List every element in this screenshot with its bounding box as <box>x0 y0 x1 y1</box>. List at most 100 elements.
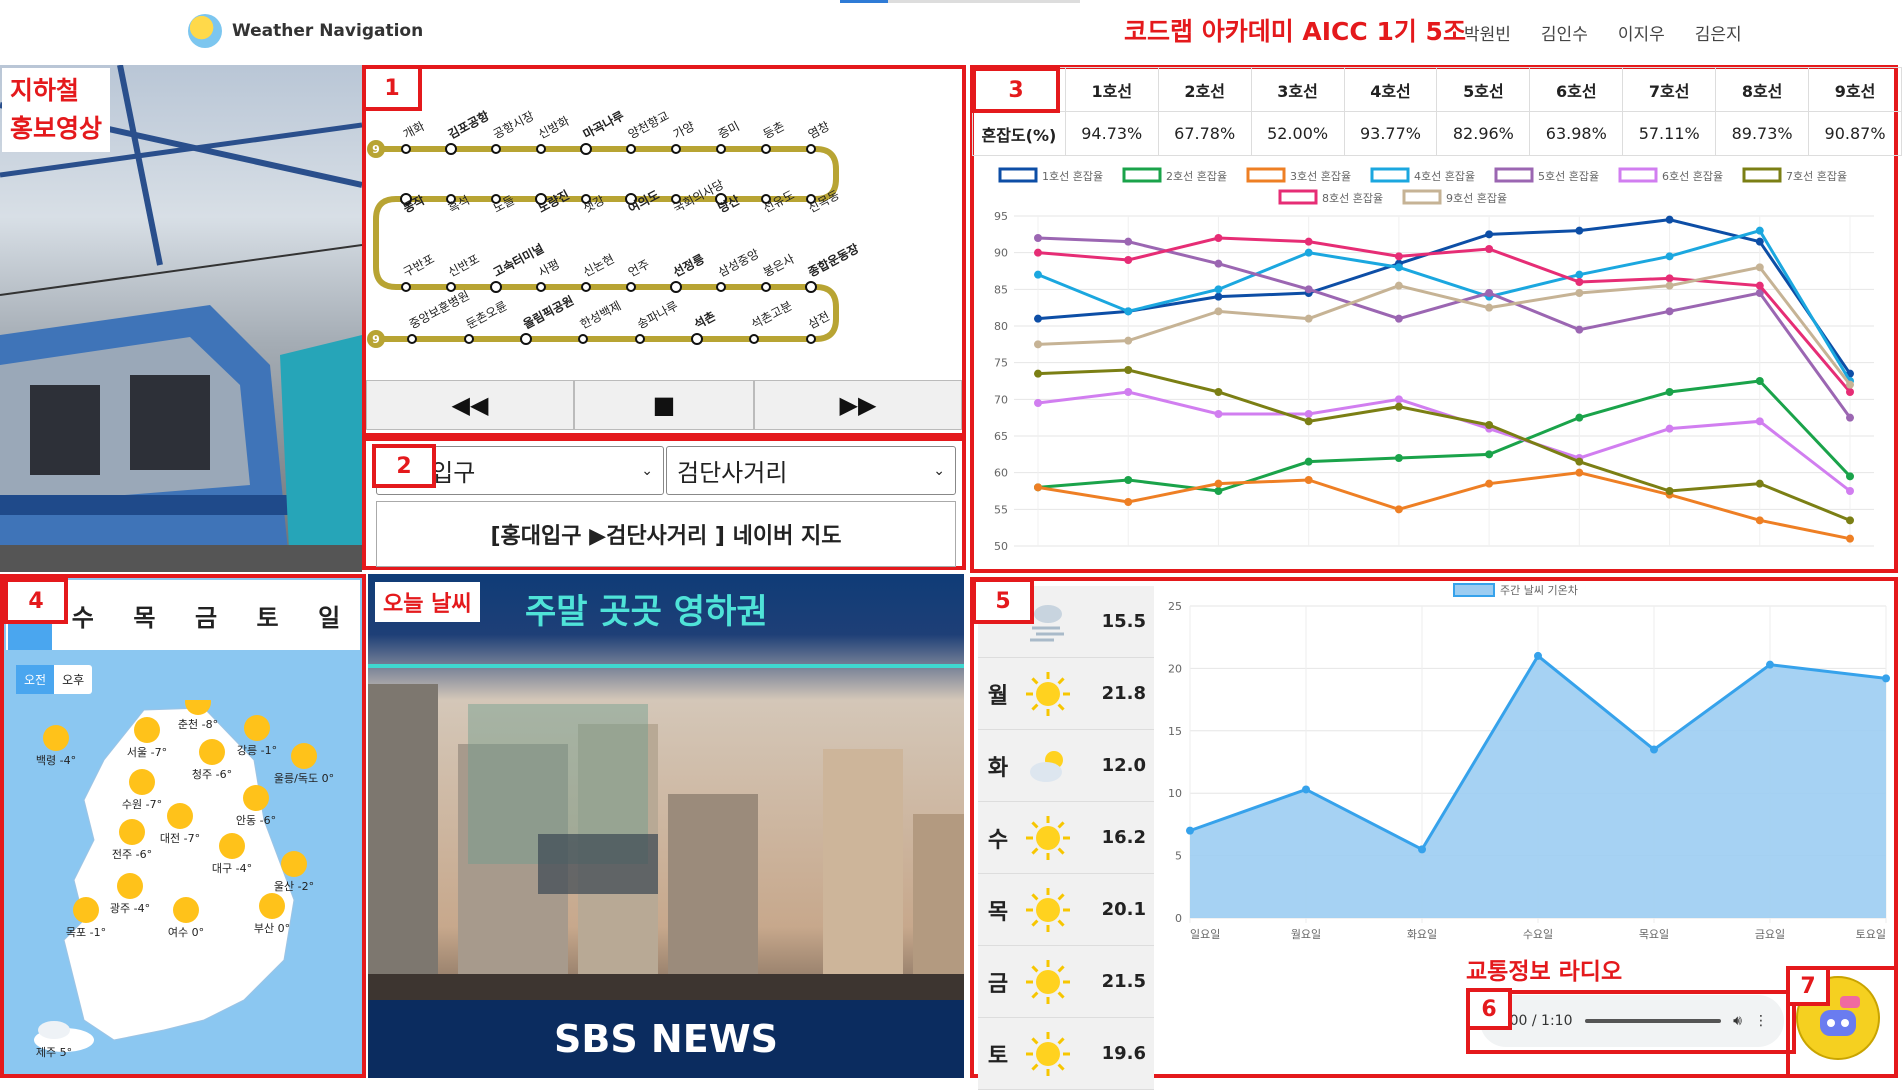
station-label[interactable]: 올림픽공원 <box>520 292 576 331</box>
station-marker[interactable] <box>761 144 771 154</box>
data-point[interactable] <box>1186 826 1194 835</box>
data-point[interactable] <box>1394 314 1403 323</box>
station-marker[interactable] <box>490 281 502 293</box>
data-point[interactable] <box>1214 234 1223 242</box>
data-point[interactable] <box>1575 278 1584 286</box>
station-marker[interactable] <box>581 282 591 292</box>
station-label[interactable]: 신목동 <box>806 188 842 216</box>
data-point[interactable] <box>1665 281 1674 290</box>
city-temp-label[interactable]: 대구 -4° <box>212 862 252 875</box>
station-marker[interactable] <box>401 282 411 292</box>
station-label[interactable]: 고속터미널 <box>490 240 546 279</box>
station-label[interactable]: 중앙보훈병원 <box>407 288 472 331</box>
station-label[interactable]: 언주 <box>626 257 652 280</box>
data-point[interactable] <box>1394 454 1403 462</box>
station-marker[interactable] <box>749 334 759 344</box>
day-tab[interactable]: 수 <box>71 603 94 632</box>
data-point[interactable] <box>1485 450 1494 459</box>
station-marker[interactable] <box>446 194 456 204</box>
data-point[interactable] <box>1124 307 1133 316</box>
station-label[interactable]: 종합운동장 <box>805 240 861 279</box>
legend-label[interactable]: 2호선 혼잡율 <box>1166 170 1227 183</box>
naver-map-button[interactable]: [홍대입구 ▶검단사거리 ] 네이버 지도 <box>376 501 956 567</box>
legend-label[interactable]: 6호선 혼잡율 <box>1662 170 1723 183</box>
station-marker[interactable] <box>625 193 637 205</box>
city-temp-label[interactable]: 부산 0° <box>254 922 290 935</box>
data-point[interactable] <box>1304 248 1313 257</box>
arrival-select[interactable]: 검단사거리 ⌄ <box>666 446 956 495</box>
city-temp-label[interactable]: 서울 -7° <box>127 746 167 759</box>
station-marker[interactable] <box>635 334 645 344</box>
station-label[interactable]: 마곡나루 <box>580 108 626 142</box>
station-label[interactable]: 증미 <box>716 119 742 142</box>
data-point[interactable] <box>1665 215 1674 224</box>
city-temp-label[interactable]: 안동 -6° <box>236 814 276 827</box>
data-point[interactable] <box>1034 248 1042 257</box>
station-marker[interactable] <box>806 144 816 154</box>
station-marker[interactable] <box>581 194 591 204</box>
member-name[interactable]: 박원빈 <box>1464 25 1511 45</box>
member-name[interactable]: 이지우 <box>1617 25 1665 45</box>
station-marker[interactable] <box>520 333 532 345</box>
data-point[interactable] <box>1214 259 1223 268</box>
station-label[interactable]: 선유도 <box>761 188 797 216</box>
station-marker[interactable] <box>716 144 726 154</box>
station-marker[interactable] <box>805 281 817 293</box>
data-point[interactable] <box>1034 314 1042 323</box>
data-point[interactable] <box>1755 226 1764 235</box>
brand[interactable]: Weather Navigation <box>188 14 423 48</box>
station-marker[interactable] <box>761 194 771 204</box>
station-marker[interactable] <box>446 282 456 292</box>
station-marker[interactable] <box>407 334 417 344</box>
member-name[interactable]: 김은지 <box>1694 25 1742 45</box>
station-label[interactable]: 공항시장 <box>491 109 537 142</box>
data-point[interactable] <box>1665 424 1674 433</box>
station-label[interactable]: 봉은사 <box>761 252 797 280</box>
data-point[interactable] <box>1882 674 1890 683</box>
data-point[interactable] <box>1302 785 1310 794</box>
legend-label[interactable]: 7호선 혼잡율 <box>1786 170 1847 183</box>
data-point[interactable] <box>1766 660 1774 669</box>
city-temp-label[interactable]: 백령 -4° <box>36 754 76 767</box>
station-label[interactable]: 신논현 <box>581 252 617 280</box>
legend-label[interactable]: 9호선 혼잡율 <box>1446 192 1507 205</box>
data-point[interactable] <box>1394 402 1403 411</box>
city-temp-label[interactable]: 대전 -7° <box>160 832 200 845</box>
station-label[interactable]: 양천향교 <box>625 108 671 142</box>
day-tab[interactable]: 토 <box>256 603 279 632</box>
legend-label[interactable]: 4호선 혼잡율 <box>1414 170 1475 183</box>
station-label[interactable]: 사평 <box>536 257 562 280</box>
station-marker[interactable] <box>715 193 727 205</box>
station-marker[interactable] <box>671 144 681 154</box>
data-point[interactable] <box>1394 505 1403 514</box>
data-point[interactable] <box>1394 263 1403 272</box>
city-temp-label[interactable]: 광주 -4° <box>110 902 150 915</box>
station-marker[interactable] <box>626 282 636 292</box>
station-label[interactable]: 둔촌오륜 <box>464 299 510 332</box>
station-marker[interactable] <box>626 144 636 154</box>
legend-swatch[interactable] <box>998 167 1038 183</box>
data-point[interactable] <box>1485 245 1494 253</box>
data-point[interactable] <box>1665 388 1674 396</box>
station-marker[interactable] <box>535 193 547 205</box>
legend-label[interactable]: 주간 날씨 기온차 <box>1500 584 1578 597</box>
data-point[interactable] <box>1755 281 1764 290</box>
data-point[interactable] <box>1846 487 1854 495</box>
day-tab[interactable]: 일 <box>318 603 341 632</box>
volume-icon[interactable]: 🔊︎ <box>1733 1013 1742 1029</box>
data-point[interactable] <box>1575 270 1584 279</box>
data-point[interactable] <box>1304 237 1313 246</box>
station-label[interactable]: 한성백제 <box>578 299 624 332</box>
data-point[interactable] <box>1034 234 1042 242</box>
data-point[interactable] <box>1418 845 1426 854</box>
legend-label[interactable]: 5호선 혼잡율 <box>1538 170 1599 183</box>
station-label[interactable]: 노량진 <box>535 187 571 216</box>
data-point[interactable] <box>1575 325 1584 334</box>
audio-seek-bar[interactable] <box>1584 1019 1722 1023</box>
data-point[interactable] <box>1034 270 1042 279</box>
data-point[interactable] <box>1665 487 1674 495</box>
data-point[interactable] <box>1755 263 1764 272</box>
station-marker[interactable] <box>491 144 501 154</box>
data-point[interactable] <box>1575 413 1584 422</box>
city-temp-label[interactable]: 춘천 -8° <box>178 717 218 731</box>
